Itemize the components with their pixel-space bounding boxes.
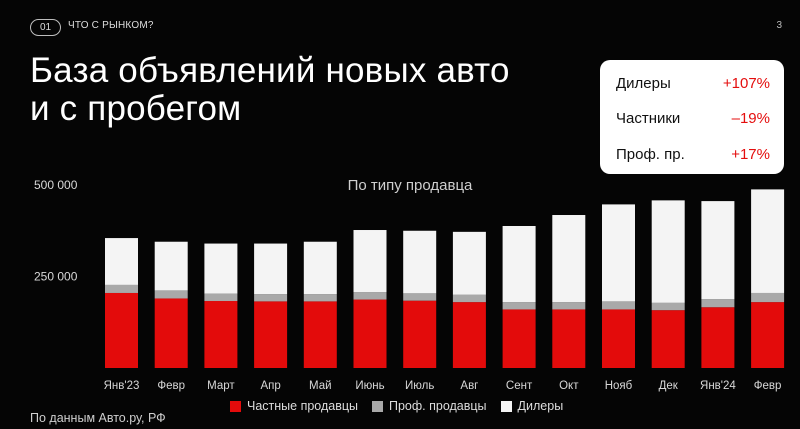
x-tick-label: Янв'24	[700, 380, 736, 392]
bar-segment-private	[502, 309, 536, 368]
x-tick-label: Авг	[460, 380, 478, 392]
legend-item-dealers: Дилеры	[500, 399, 564, 413]
legend-label: Проф. продавцы	[389, 399, 487, 413]
bar-segment-private	[353, 299, 387, 368]
x-tick-label: Окт	[559, 380, 579, 392]
stat-row-dealers: Дилеры +107%	[616, 75, 770, 92]
bar-segment-dealers	[353, 230, 387, 293]
stat-row-professional: Проф. пр. +17%	[616, 146, 770, 163]
y-tick-label: 250 000	[34, 270, 78, 284]
stat-value: –19%	[731, 110, 770, 127]
bar-segment-dealers	[204, 243, 238, 294]
stat-row-private: Частники –19%	[616, 110, 770, 127]
bar-segment-private	[751, 302, 785, 368]
bar-segment-professional	[452, 294, 486, 303]
bar-segment-dealers	[254, 243, 288, 295]
bar-segment-professional	[303, 294, 337, 302]
bar-segment-dealers	[452, 231, 486, 295]
x-tick-label: Янв'23	[104, 380, 140, 392]
stat-value: +17%	[731, 146, 770, 163]
bar-segment-private	[701, 307, 735, 368]
bar-segment-professional	[651, 302, 685, 311]
x-tick-label: Март	[207, 380, 235, 392]
bar-segment-dealers	[701, 201, 735, 300]
legend-swatch	[500, 400, 512, 412]
bar-segment-dealers	[154, 241, 188, 291]
bar-segment-professional	[154, 290, 188, 299]
legend-item-professional: Проф. продавцы	[372, 399, 487, 413]
stat-value: +107%	[722, 75, 770, 92]
bar-segment-professional	[502, 302, 536, 310]
legend-label: Частные продавцы	[247, 399, 358, 413]
chart-title: По типу продавца	[348, 177, 473, 194]
x-tick-label: Сент	[506, 380, 533, 392]
legend-item-private: Частные продавцы	[230, 399, 358, 413]
x-tick-label: Июнь	[355, 380, 384, 392]
bar-segment-professional	[602, 301, 635, 310]
bar-segment-professional	[254, 294, 288, 302]
y-tick-label: 500 000	[34, 178, 78, 192]
bar-segment-private	[254, 301, 288, 368]
stat-label: Дилеры	[616, 75, 671, 92]
legend-label: Дилеры	[517, 399, 564, 413]
bar-segment-private	[651, 310, 685, 368]
legend-swatch	[372, 400, 383, 412]
bar-segment-dealers	[651, 200, 685, 303]
bar-segment-private	[303, 301, 337, 368]
bar-segment-private	[154, 298, 188, 368]
x-tick-label: Февр	[754, 380, 782, 392]
chart-legend: Частные продавцы Проф. продавцы Дилеры	[230, 399, 563, 413]
page-number: 3	[776, 20, 782, 31]
bar-segment-professional	[552, 302, 586, 310]
bar-segment-dealers	[303, 241, 337, 295]
page-title-line-1: База объявлений новых авто	[30, 51, 510, 90]
x-tick-label: Май	[309, 380, 332, 392]
bar-segment-professional	[701, 299, 735, 308]
data-source-note: По данным Авто.ру, РФ	[30, 411, 166, 425]
legend-swatch	[230, 400, 241, 412]
bar-segment-dealers	[502, 225, 536, 303]
x-tick-label: Февр	[157, 380, 185, 392]
x-tick-label: Дек	[659, 380, 679, 392]
bar-segment-dealers	[602, 204, 635, 302]
bar-segment-private	[105, 292, 138, 368]
bar-segment-private	[602, 309, 635, 368]
section-title: ЧТО С РЫНКОМ?	[68, 20, 154, 31]
growth-stats-card: Дилеры +107% Частники –19% Проф. пр. +17…	[600, 60, 784, 174]
bar-segment-professional	[353, 292, 387, 300]
x-tick-label: Нояб	[605, 380, 633, 392]
page-title: База объявлений новых авто и с пробегом	[30, 52, 510, 128]
bar-segment-professional	[751, 292, 785, 303]
section-number-badge: 01	[30, 19, 62, 36]
bar-segment-professional	[403, 293, 437, 301]
x-tick-label: Июль	[405, 380, 434, 392]
bar-segment-private	[552, 309, 586, 368]
bar-segment-dealers	[403, 230, 437, 294]
bar-segment-dealers	[552, 215, 586, 303]
bar-segment-dealers	[751, 189, 785, 293]
bar-segment-dealers	[105, 238, 138, 285]
bar-segment-private	[403, 300, 437, 368]
bar-segment-private	[204, 301, 238, 368]
bar-segment-private	[452, 302, 486, 368]
x-tick-label: Апр	[260, 380, 280, 392]
bar-segment-professional	[105, 284, 138, 293]
bar-segment-professional	[204, 293, 238, 302]
page-title-line-2: и с пробегом	[30, 89, 242, 128]
stat-label: Проф. пр.	[616, 146, 685, 163]
stat-label: Частники	[616, 110, 681, 127]
